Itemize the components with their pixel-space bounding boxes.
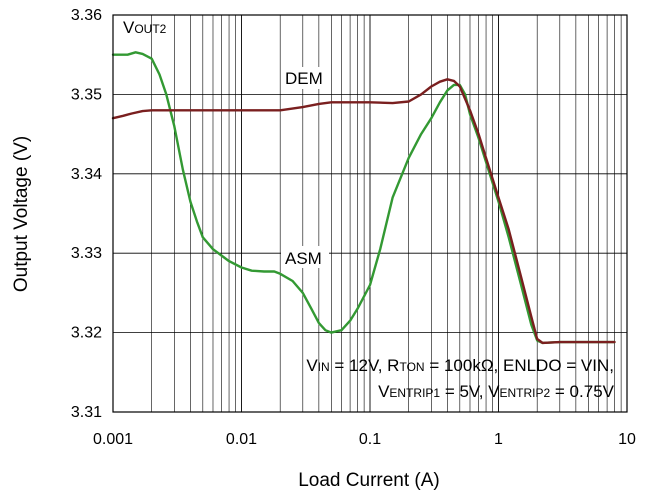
x-axis-label: Load Current (A) — [298, 470, 440, 491]
y-tick-label: 3.35 — [71, 86, 102, 103]
series-line-dem — [111, 78, 616, 345]
subscript: ENTRIP2 — [500, 386, 551, 400]
dem-label-bg — [282, 67, 326, 89]
series-line-asm — [111, 51, 616, 345]
grid — [113, 15, 627, 412]
subscript: IN — [318, 360, 330, 374]
x-tick-label: 1 — [494, 431, 503, 448]
x-tick-label: 0.001 — [93, 431, 133, 448]
asm-label-bg — [281, 246, 329, 268]
x-tick-label: 0.01 — [226, 431, 257, 448]
text-run: = 100kΩ, ENLDO = VIN, — [425, 356, 614, 375]
plot-frame — [112, 14, 628, 413]
subscript: ENTRIP1 — [389, 386, 440, 400]
text-run: V — [378, 382, 390, 401]
asm-label: ASM — [285, 249, 322, 268]
dem-label: DEM — [285, 69, 323, 88]
text-run: V — [306, 356, 318, 375]
text-run: = 0.75V — [550, 382, 614, 401]
tick-labels: 0.001 0.01 0.1 1 10 3.31 3.32 3.33 3.34 3.35 3.36 — [71, 7, 636, 448]
y-tick-label: 3.32 — [71, 325, 102, 342]
svg-text:VOUT2: VOUT2 — [123, 18, 167, 37]
conditions-line-2: VENTRIP1 = 5V, VENTRIP2 = 0.75V — [378, 382, 615, 401]
text-run: = 5V, V — [440, 382, 500, 401]
y-tick-label: 3.34 — [71, 166, 102, 183]
vout2-sub: OUT2 — [134, 22, 166, 36]
annotation-vout2: VOUT2 — [123, 18, 167, 37]
text-run: = 12V, R — [330, 356, 400, 375]
y-tick-label: 3.36 — [71, 7, 102, 24]
y-tick-label: 3.31 — [71, 404, 102, 421]
x-tick-label: 10 — [618, 431, 636, 448]
y-axis-label: Output Voltage (V) — [11, 136, 32, 292]
series-layer — [111, 51, 616, 345]
subscript: TON — [399, 360, 424, 374]
vout2-main: V — [123, 18, 135, 37]
x-tick-label: 0.1 — [359, 431, 381, 448]
y-tick-label: 3.33 — [71, 245, 102, 262]
conditions-line-1: VIN = 12V, RTON = 100kΩ, ENLDO = VIN, — [306, 356, 614, 375]
